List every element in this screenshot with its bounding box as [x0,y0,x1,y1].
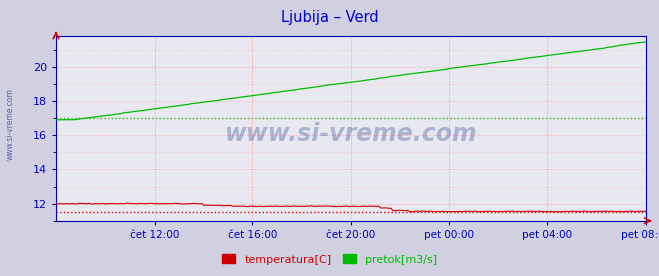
Legend: temperatura[C], pretok[m3/s]: temperatura[C], pretok[m3/s] [217,250,442,269]
Text: Ljubija – Verd: Ljubija – Verd [281,10,378,25]
Text: www.si-vreme.com: www.si-vreme.com [225,122,477,146]
Text: www.si-vreme.com: www.si-vreme.com [5,88,14,160]
